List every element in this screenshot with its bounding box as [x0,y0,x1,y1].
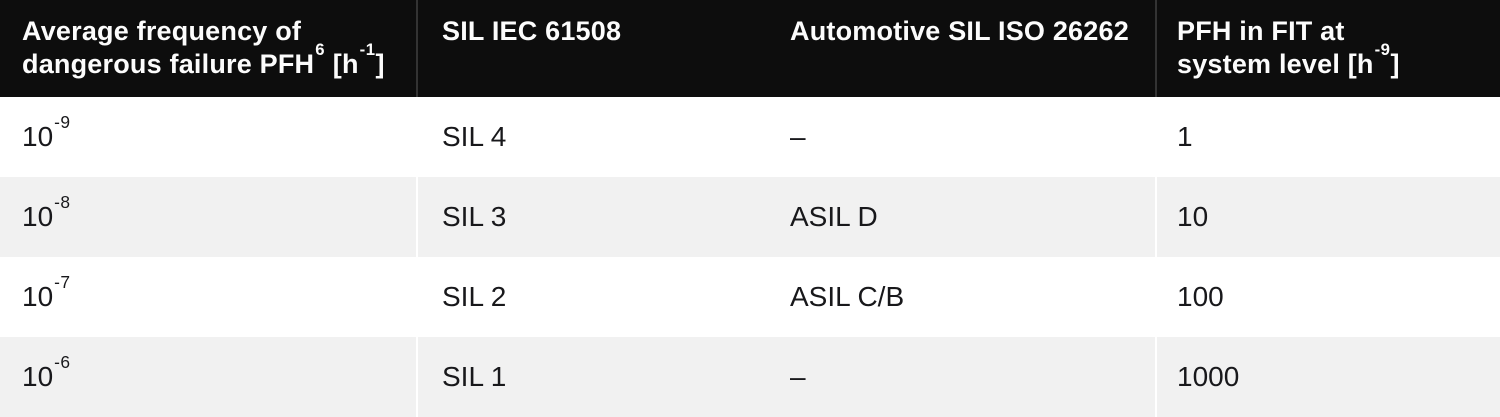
pfh-value: 10-8 [22,193,71,233]
sil-level-value: SIL 2 [442,281,507,312]
header-automotive-sil-label: Automotive SIL ISO 26262 [790,16,1129,46]
header-fit-exponent-sup: -9 [1374,40,1391,60]
asil-level-value: ASIL C/B [790,281,905,312]
fit-value: 10 [1177,201,1209,232]
table-row: 10-6 SIL 1 – 1000 [0,337,1500,417]
pfh-base: 10 [22,121,54,152]
pfh-exponent: -8 [54,191,71,212]
header-fit-line1: PFH in FIT at [1177,16,1345,46]
header-cell-automotive-sil: Automotive SIL ISO 26262 [766,0,1155,97]
header-pfh-footnote-sup: 6 [315,40,326,60]
header-fit-line2-text: system level [h [1177,49,1374,79]
pfh-exponent: -7 [54,271,71,292]
pfh-exponent: -9 [54,111,71,132]
sil-level-value: SIL 1 [442,361,507,392]
asil-level-value: – [790,121,806,152]
header-cell-pfh-fit: PFH in FIT at system level [h-9] [1155,0,1500,97]
cell-asil-level: ASIL D [766,177,1155,257]
header-pfh-line2-text: dangerous failure PFH [22,49,315,79]
pfh-exponent: -6 [54,351,71,372]
header-pfh-exponent-sup: -1 [359,40,376,60]
cell-asil-level: – [766,97,1155,177]
header-cell-sil-iec: SIL IEC 61508 [416,0,766,97]
pfh-base: 10 [22,281,54,312]
pfh-value: 10-6 [22,353,71,393]
cell-asil-level: ASIL C/B [766,257,1155,337]
cell-sil-level: SIL 3 [416,177,766,257]
fit-value: 1000 [1177,361,1240,392]
table-row: 10-7 SIL 2 ASIL C/B 100 [0,257,1500,337]
pfh-value: 10-9 [22,113,71,153]
fit-value: 100 [1177,281,1224,312]
cell-pfh-frequency: 10-8 [0,177,416,257]
pfh-value: 10-7 [22,273,71,313]
sil-level-value: SIL 4 [442,121,507,152]
cell-pfh-frequency: 10-6 [0,337,416,417]
asil-level-value: – [790,361,806,392]
fit-value: 1 [1177,121,1193,152]
cell-pfh-frequency: 10-7 [0,257,416,337]
cell-fit-value: 100 [1155,257,1500,337]
sil-level-value: SIL 3 [442,201,507,232]
cell-sil-level: SIL 4 [416,97,766,177]
cell-sil-level: SIL 2 [416,257,766,337]
table-row: 10-8 SIL 3 ASIL D 10 [0,177,1500,257]
cell-fit-value: 1 [1155,97,1500,177]
table-header-row: Average frequency of dangerous failure P… [0,0,1500,97]
header-cell-pfh-frequency: Average frequency of dangerous failure P… [0,0,416,97]
cell-asil-level: – [766,337,1155,417]
header-pfh-unit-close: ] [375,49,385,79]
cell-fit-value: 10 [1155,177,1500,257]
asil-level-value: ASIL D [790,201,878,232]
cell-sil-level: SIL 1 [416,337,766,417]
table-row: 10-9 SIL 4 – 1 [0,97,1500,177]
header-pfh-unit-open: [h [325,49,359,79]
header-fit-unit-close: ] [1390,49,1400,79]
pfh-base: 10 [22,361,54,392]
header-pfh-line1: Average frequency of [22,16,302,46]
cell-pfh-frequency: 10-9 [0,97,416,177]
pfh-base: 10 [22,201,54,232]
cell-fit-value: 1000 [1155,337,1500,417]
header-sil-iec-label: SIL IEC 61508 [442,16,622,46]
